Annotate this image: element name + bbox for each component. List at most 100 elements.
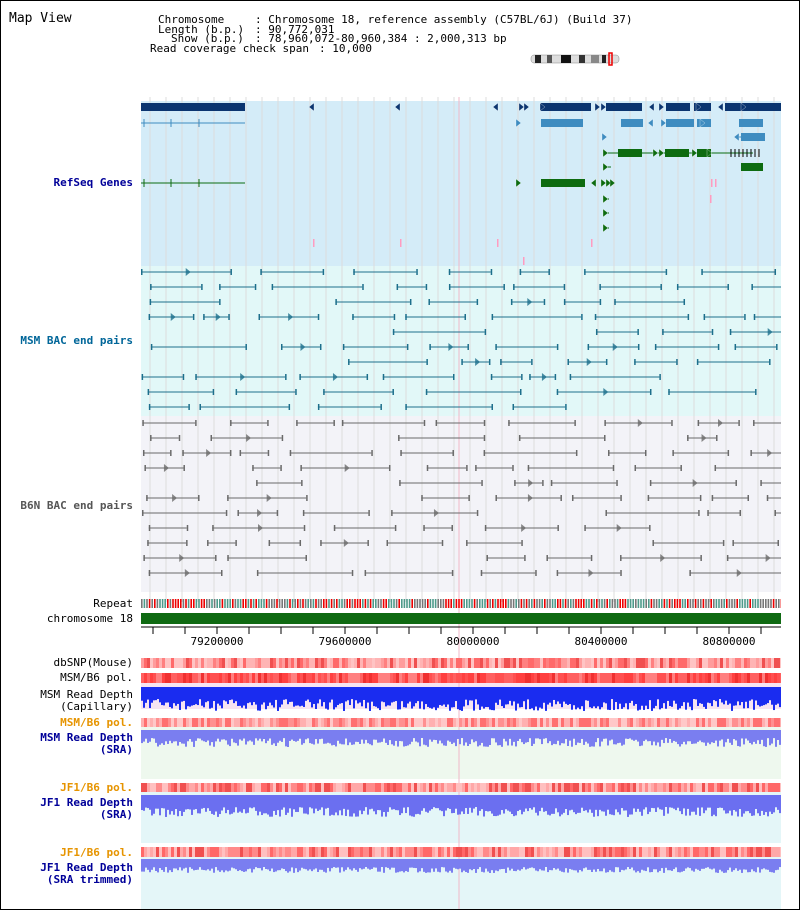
heat-cell (237, 783, 240, 792)
repeat-track[interactable] (141, 599, 781, 608)
depth-bar (181, 730, 183, 744)
chromosome-ideogram[interactable] (529, 52, 625, 66)
heat-cell (489, 783, 492, 792)
msm-bac-track[interactable] (141, 268, 781, 410)
b6n-bac-track[interactable] (141, 419, 781, 577)
track-label-jf1-depth-trim-1[interactable]: JF1 Read Depth (40, 861, 133, 874)
heat-cell (519, 847, 522, 857)
depth-bar (303, 730, 305, 744)
heat-cell (249, 673, 252, 683)
heat-cell (438, 783, 441, 792)
heat-cell (624, 718, 627, 727)
depth-bar (515, 730, 517, 747)
refseq-mark (715, 179, 717, 187)
heat-cell (660, 847, 663, 857)
depth-bar (289, 859, 291, 872)
depth-bar (571, 730, 573, 747)
chromosome-bar[interactable] (141, 613, 781, 624)
heat-cell (240, 673, 243, 683)
track-label-repeat[interactable]: Repeat (93, 597, 133, 610)
depth-bar (719, 730, 721, 741)
heat-cell (183, 783, 186, 792)
heat-cell (705, 673, 708, 683)
depth-bar (571, 687, 573, 710)
repeat-mark (328, 599, 330, 608)
heat-cell (396, 847, 399, 857)
genome-browser-plot[interactable]: 79200000 79600000 80000000 80400000 8080… (141, 97, 781, 909)
repeat-mark (367, 599, 369, 608)
heat-cell (657, 847, 660, 857)
heat-cell (354, 718, 357, 727)
heat-cell (288, 783, 291, 792)
track-label-msm-depth-cap-1[interactable]: MSM Read Depth (40, 688, 133, 701)
depth-bar (753, 795, 755, 816)
heat-cell (189, 783, 192, 792)
heat-cell (198, 847, 201, 857)
track-label-msm-b6-pol2[interactable]: MSM/B6 pol. (60, 716, 133, 729)
heat-cell (609, 673, 612, 683)
depth-bar (519, 730, 521, 739)
heat-cell (447, 658, 450, 668)
heat-cell (669, 658, 672, 668)
heat-cell (753, 718, 756, 727)
repeat-mark (531, 599, 533, 608)
heat-cell (552, 658, 555, 668)
heat-cell (417, 783, 420, 792)
heat-cell (171, 673, 174, 683)
depth-bar (611, 730, 613, 740)
bac-end (605, 359, 608, 365)
track-label-jf1-b6-pol2[interactable]: JF1/B6 pol. (60, 846, 133, 859)
track-label-dbsnp[interactable]: dbSNP(Mouse) (53, 656, 133, 669)
track-label-jf1-depth-sra-1[interactable]: JF1 Read Depth (40, 796, 133, 809)
heat-cell (402, 783, 405, 792)
depth-bar (315, 730, 317, 740)
depth-bar (145, 730, 147, 739)
heat-cell (495, 847, 498, 857)
axis-tick-label: 79600000 (319, 635, 372, 648)
track-label-msm-b6-pol[interactable]: MSM/B6 pol. (60, 671, 133, 684)
track-label-msm-depth-sra-1[interactable]: MSM Read Depth (40, 731, 133, 744)
bac-end (584, 269, 586, 275)
heat-cell (234, 847, 237, 857)
depth-bar (633, 795, 635, 809)
heat-cell (519, 673, 522, 683)
track-label-msm-bac[interactable]: MSM BAC end pairs (20, 334, 133, 347)
depth-bar (757, 687, 759, 706)
depth-bar (271, 687, 273, 706)
heat-cell (552, 847, 555, 857)
depth-bar (655, 730, 657, 746)
heat-cell (243, 783, 246, 792)
heat-cell (408, 718, 411, 727)
heat-cell (777, 783, 780, 792)
depth-bar (201, 859, 203, 870)
track-label-b6n-bac[interactable]: B6N BAC end pairs (20, 499, 133, 512)
exon (665, 149, 689, 157)
depth-bar (749, 859, 751, 873)
polymorphism-depth-tracks[interactable] (141, 658, 781, 873)
depth-bar (631, 795, 633, 815)
depth-bar (673, 859, 675, 870)
heat-cell (147, 847, 150, 857)
heat-cell (549, 847, 552, 857)
heat-cell (297, 718, 300, 727)
depth-bar (175, 730, 177, 742)
depth-bar (771, 687, 773, 705)
depth-bar (217, 859, 219, 871)
depth-bar (769, 730, 771, 746)
depth-bar (281, 859, 283, 869)
heat-cell (567, 783, 570, 792)
heat-cell (309, 718, 312, 727)
heat-cell (600, 673, 603, 683)
refseq-genes-track[interactable] (141, 102, 781, 265)
depth-bar (619, 859, 621, 873)
heat-cell (228, 718, 231, 727)
repeat-mark (385, 599, 387, 608)
depth-bar (595, 859, 597, 872)
depth-bar (251, 795, 253, 809)
track-label-jf1-b6-pol[interactable]: JF1/B6 pol. (60, 781, 133, 794)
heat-cell (213, 847, 216, 857)
depth-bar (529, 795, 531, 809)
track-label-refseq[interactable]: RefSeq Genes (53, 176, 133, 189)
track-label-chromosome[interactable]: chromosome 18 (46, 612, 133, 625)
repeat-mark (281, 599, 283, 608)
